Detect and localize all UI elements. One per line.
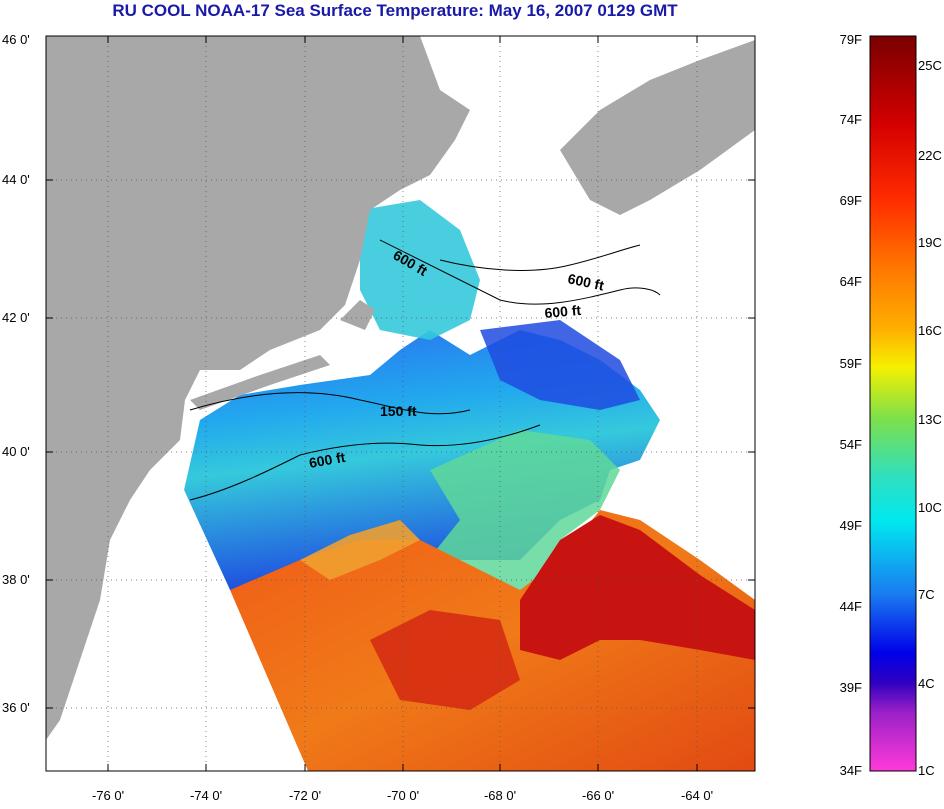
map-title: RU COOL NOAA-17 Sea Surface Temperature:… bbox=[112, 1, 678, 20]
sst-gulf-of-maine bbox=[360, 200, 480, 340]
sst-cold-patches bbox=[480, 320, 640, 410]
contour-label-600-s: 600 ft bbox=[308, 449, 347, 471]
lat-label: 40 0' bbox=[2, 444, 30, 459]
sst-map[interactable]: 600 ft 600 ft 600 ft 150 ft 600 ft 46 0'… bbox=[0, 0, 790, 809]
contour-600ft-east bbox=[439, 244, 641, 271]
colorbar-f-label: 64F bbox=[840, 274, 862, 289]
lat-label: 42 0' bbox=[2, 310, 30, 325]
colorbar-c-label: 13C bbox=[918, 412, 942, 427]
map-frame bbox=[45, 35, 756, 772]
sst-hot-core bbox=[520, 515, 755, 660]
land-nova-scotia bbox=[560, 40, 755, 215]
colorbar-f-labels: 79F 74F 69F 64F 59F 54F 49F 44F 39F 34F bbox=[840, 32, 862, 778]
colorbar-c-labels: 25C 22C 19C 16C 13C 10C 7C 4C 1C bbox=[918, 58, 942, 778]
land-long-island bbox=[190, 355, 330, 410]
colorbar-c-label: 7C bbox=[918, 587, 935, 602]
colorbar: 79F 74F 69F 64F 59F 54F 49F 44F 39F 34F … bbox=[840, 32, 942, 778]
land-cape-cod bbox=[340, 300, 375, 330]
colorbar-f-label: 69F bbox=[840, 193, 862, 208]
colorbar-f-label: 79F bbox=[840, 32, 862, 47]
contour-150ft bbox=[189, 392, 471, 415]
colorbar-f-label: 54F bbox=[840, 437, 862, 452]
contour-label-600-ne: 600 ft bbox=[566, 270, 605, 293]
bathymetry-contours bbox=[189, 239, 661, 501]
lat-label: 44 0' bbox=[2, 172, 30, 187]
lat-label: 46 0' bbox=[2, 32, 30, 47]
sst-mid-water bbox=[420, 430, 620, 600]
lon-label: -64 0' bbox=[681, 788, 713, 803]
grid-lines bbox=[46, 36, 755, 771]
colorbar-f-label: 49F bbox=[840, 518, 862, 533]
colorbar-f-label: 74F bbox=[840, 112, 862, 127]
lon-label: -76 0' bbox=[92, 788, 124, 803]
land-mainland bbox=[46, 36, 470, 740]
lon-label: -74 0' bbox=[190, 788, 222, 803]
contour-label-600-e: 600 ft bbox=[544, 302, 582, 321]
colorbar-c-label: 19C bbox=[918, 235, 942, 250]
colorbar-f-label: 59F bbox=[840, 356, 862, 371]
colorbar-c-label: 16C bbox=[918, 323, 942, 338]
tick-marks bbox=[46, 36, 755, 771]
colorbar-f-label: 44F bbox=[840, 599, 862, 614]
contour-600ft-north bbox=[379, 239, 661, 305]
lon-label: -68 0' bbox=[484, 788, 516, 803]
lat-label: 36 0' bbox=[2, 700, 30, 715]
sst-warm-filament bbox=[300, 520, 420, 580]
contour-label-150: 150 ft bbox=[380, 403, 417, 419]
sst-hot-eddy bbox=[370, 610, 520, 710]
colorbar-f-label: 39F bbox=[840, 680, 862, 695]
colorbar-c-label: 10C bbox=[918, 500, 942, 515]
colorbar-c-label: 4C bbox=[918, 676, 935, 691]
lat-label: 38 0' bbox=[2, 572, 30, 587]
colorbar-c-label: 25C bbox=[918, 58, 942, 73]
land-no-data-south bbox=[90, 490, 300, 771]
colorbar-c-label: 22C bbox=[918, 148, 942, 163]
contour-600ft-south bbox=[189, 424, 541, 501]
lon-label: -72 0' bbox=[289, 788, 321, 803]
colorbar-scale bbox=[869, 35, 917, 772]
colorbar-c-label: 1C bbox=[918, 763, 935, 778]
colorbar-f-label: 34F bbox=[840, 763, 862, 778]
lon-label: -66 0' bbox=[582, 788, 614, 803]
lon-label: -70 0' bbox=[387, 788, 419, 803]
